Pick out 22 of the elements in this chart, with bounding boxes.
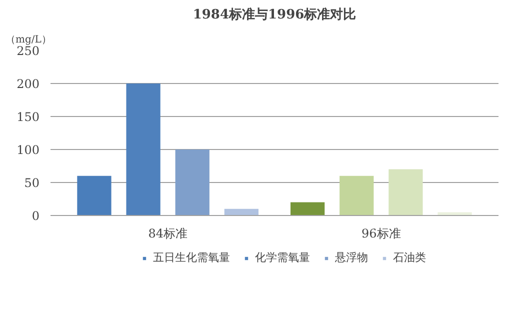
- y-axis-title: （mg/L）: [6, 34, 52, 46]
- legend-label: 化学需氧量: [255, 250, 310, 265]
- y-tick-label: 200: [16, 77, 40, 91]
- x-tick-label: 96标准: [362, 226, 401, 240]
- bar: [438, 212, 472, 216]
- bar: [77, 176, 112, 216]
- legend-label: 五日生化需氧量: [153, 250, 230, 265]
- legend-label: 悬浮物: [335, 250, 368, 265]
- y-tick-label: 150: [16, 110, 40, 124]
- y-tick-label: 0: [32, 209, 40, 223]
- legend-label: 石油类: [393, 250, 426, 265]
- bar: [175, 150, 210, 216]
- chart-title: 1984标准与1996标准对比: [192, 6, 356, 22]
- bar: [224, 208, 258, 216]
- y-tick-label: 250: [16, 44, 40, 58]
- bar: [126, 84, 160, 216]
- bar: [340, 176, 374, 216]
- y-tick-label: 50: [24, 176, 40, 190]
- bar: [290, 202, 325, 216]
- y-tick-label: 100: [16, 143, 40, 157]
- bar: [388, 169, 423, 216]
- x-tick-label: 84标准: [148, 226, 188, 240]
